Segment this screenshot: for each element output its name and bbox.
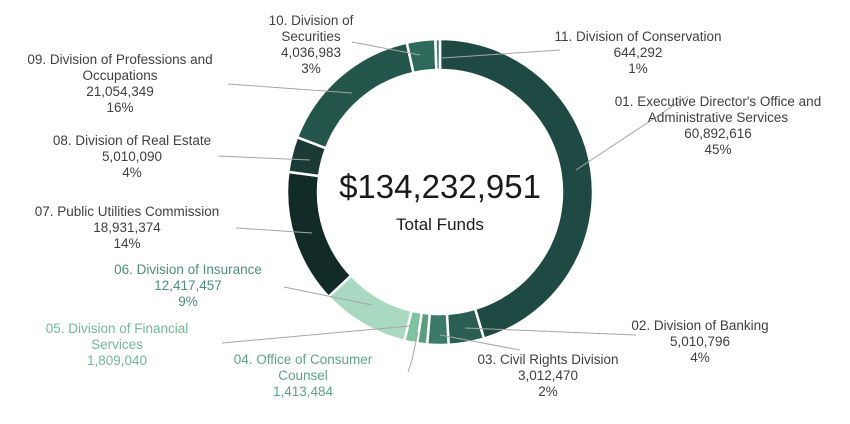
slice-label-11: 11. Division of Conservation 644,292 1%: [554, 29, 721, 76]
leader-lines: [217, 41, 689, 373]
slice-label-4: 04. Office of Consumer Counsel 1,413,484: [234, 352, 373, 399]
leader-line-4: [407, 331, 419, 373]
leader-line-5: [221, 325, 411, 344]
slice-label-2: 02. Division of Banking 5,010,796 4%: [631, 318, 768, 365]
slice-label-10: 10. Division of Securities 4,036,983 3%: [269, 13, 354, 76]
leader-line-8: [217, 155, 311, 161]
leader-line-7: [235, 227, 313, 234]
slice-11: [434, 37, 442, 72]
center-total: $134,232,951: [339, 168, 541, 205]
slice-labels: 01. Executive Director's Office and Admin…: [27, 13, 821, 399]
leader-line-6: [283, 286, 373, 306]
slice-label-3: 03. Civil Rights Division 3,012,470 2%: [477, 352, 618, 399]
slice-label-1: 01. Executive Director's Office and Admin…: [615, 94, 821, 157]
slice-10: [405, 37, 438, 75]
slice-label-9: 09. Division of Professions and Occupatio…: [27, 52, 212, 115]
leader-line-2: [464, 327, 637, 336]
center-label: Total Funds: [396, 215, 484, 234]
leader-line-11: [441, 49, 561, 59]
donut-slices: [285, 37, 595, 347]
slice-label-5: 05. Division of Financial Services 1,809,0…: [46, 321, 189, 368]
leader-line-3: [439, 334, 521, 351]
leader-line-1: [575, 95, 689, 171]
leader-line-10: [351, 41, 421, 56]
slice-label-8: 08. Division of Real Estate 5,010,090 4%: [53, 133, 211, 180]
slice-1: [438, 37, 595, 341]
leader-line-9: [227, 83, 353, 94]
slice-label-7: 07. Public Utilities Commission 18,931,37…: [35, 204, 220, 251]
slice-label-6: 06. Division of Insurance 12,417,457 9%: [114, 262, 262, 309]
